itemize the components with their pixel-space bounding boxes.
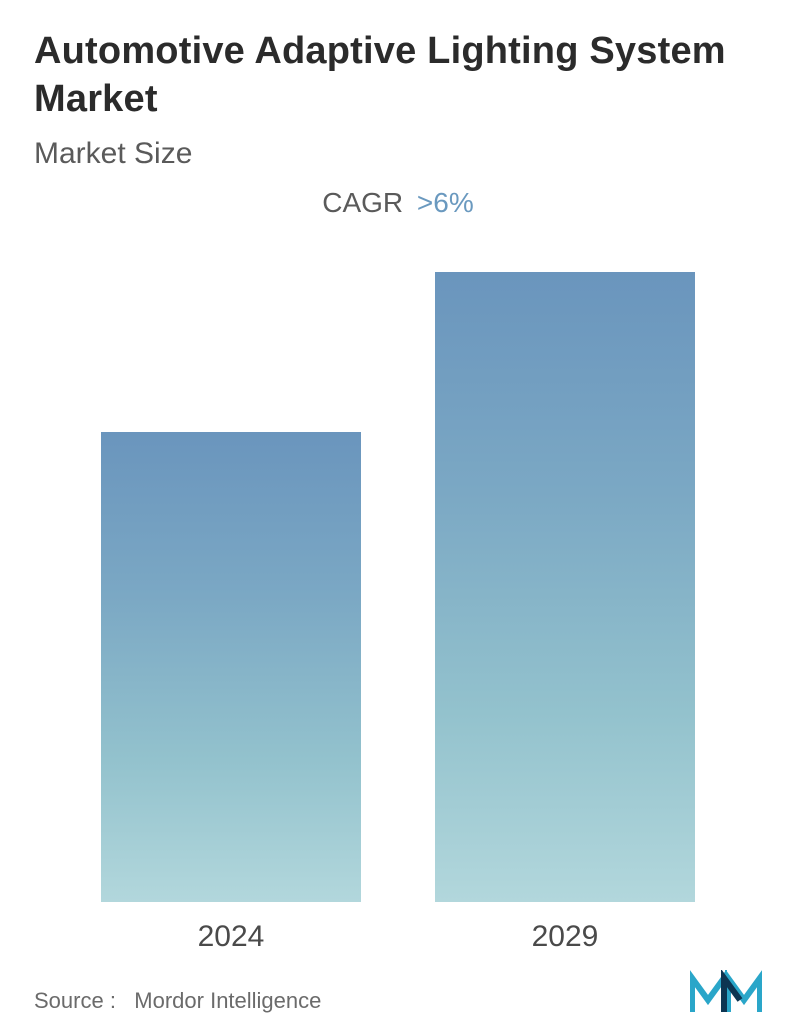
- bar-2029-label: 2029: [532, 920, 599, 954]
- cagr-row: CAGR >6%: [34, 187, 762, 219]
- source-label: Source :: [34, 988, 116, 1013]
- footer: Source : Mordor Intelligence: [34, 970, 762, 1014]
- bars-group: 2024 2029: [34, 314, 762, 954]
- page-title: Automotive Adaptive Lighting System Mark…: [34, 28, 762, 123]
- source-text: Source : Mordor Intelligence: [34, 988, 321, 1014]
- chart-subtitle: Market Size: [34, 137, 762, 171]
- bar-2024-wrap: 2024: [81, 432, 381, 954]
- cagr-label: CAGR: [322, 187, 403, 218]
- chart-area: 2024 2029: [34, 239, 762, 1014]
- bar-2029: [435, 272, 695, 902]
- chart-container: Automotive Adaptive Lighting System Mark…: [0, 0, 796, 1034]
- bar-2024: [101, 432, 361, 902]
- cagr-value: >6%: [417, 187, 474, 218]
- source-name: Mordor Intelligence: [134, 988, 321, 1013]
- bar-2024-label: 2024: [198, 920, 265, 954]
- mordor-logo-icon: [690, 970, 762, 1014]
- bar-2029-wrap: 2029: [415, 272, 715, 954]
